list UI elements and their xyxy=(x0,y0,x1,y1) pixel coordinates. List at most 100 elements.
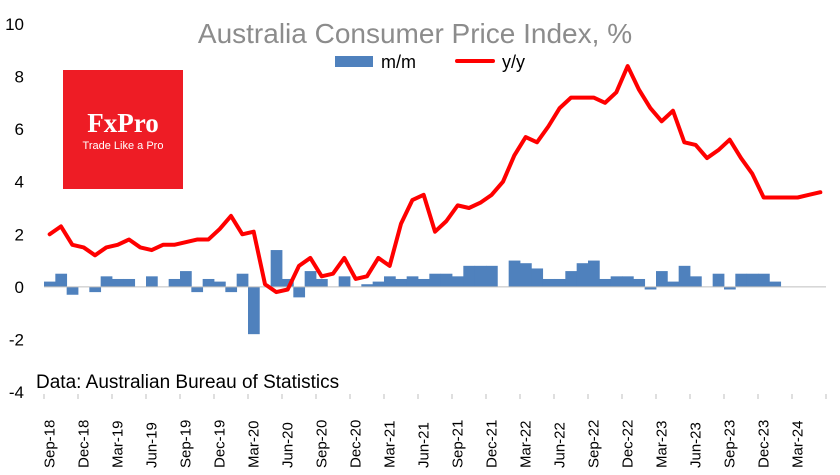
mm-bar xyxy=(656,271,668,287)
mm-bar xyxy=(588,260,600,287)
mm-bar xyxy=(667,281,680,287)
x-tick-label: Mar-22 xyxy=(518,420,535,468)
chart-title: Australia Consumer Price Index, % xyxy=(197,18,633,49)
mm-bar xyxy=(542,278,555,287)
x-tick-label: Mar-23 xyxy=(654,420,671,468)
mm-bar xyxy=(463,265,476,287)
mm-bars xyxy=(44,250,782,335)
mm-bar xyxy=(361,284,374,287)
mm-bar xyxy=(304,271,317,287)
mm-bar xyxy=(100,276,113,287)
mm-bar xyxy=(395,278,408,287)
mm-bar xyxy=(384,276,396,287)
mm-bar xyxy=(531,268,544,287)
mm-bar xyxy=(746,273,759,287)
fxpro-logo: FxPro Trade Like a Pro xyxy=(63,70,183,189)
y-tick-label: 0 xyxy=(15,278,24,297)
x-tick-label: Dec-19 xyxy=(212,420,229,468)
logo-tagline: Trade Like a Pro xyxy=(82,140,164,152)
x-tick-label: Dec-21 xyxy=(484,420,501,468)
mm-bar xyxy=(248,286,260,335)
mm-bar xyxy=(769,281,782,287)
y-tick-label: -4 xyxy=(9,383,24,402)
legend-yy-label: y/y xyxy=(502,52,526,72)
mm-bar xyxy=(89,286,102,293)
x-tick-label: Sep-21 xyxy=(450,420,467,468)
x-tick-label: Sep-18 xyxy=(42,420,59,468)
x-tick-label: Jun-20 xyxy=(280,422,297,468)
mm-bar xyxy=(508,260,521,287)
mm-bar xyxy=(474,265,487,287)
x-tick-label: Sep-23 xyxy=(722,420,739,468)
mm-bar xyxy=(236,273,249,287)
x-tick-label: Jun-22 xyxy=(552,422,569,468)
mm-bar xyxy=(599,278,612,287)
mm-bar xyxy=(168,278,181,287)
mm-bar xyxy=(735,273,748,287)
logo-name: FxPro xyxy=(87,108,159,138)
yy-line-layer xyxy=(47,64,823,295)
mm-bar xyxy=(429,273,442,287)
mm-bar xyxy=(180,271,192,287)
mm-bar xyxy=(372,281,385,287)
y-tick-label: 4 xyxy=(15,173,24,192)
y-tick-label: 8 xyxy=(15,68,24,87)
x-tick-label: Mar-19 xyxy=(110,420,127,468)
mm-bar xyxy=(338,276,351,287)
mm-bar xyxy=(724,286,736,290)
mm-bar xyxy=(44,281,56,287)
mm-bar xyxy=(440,273,453,287)
mm-bar xyxy=(610,276,623,287)
mm-bar xyxy=(191,286,204,293)
mm-bar xyxy=(112,278,124,287)
x-tick-label: Dec-18 xyxy=(76,420,93,468)
mm-bar xyxy=(225,286,238,293)
legend-yy-swatch xyxy=(455,59,495,63)
x-tick-label: Jun-19 xyxy=(144,422,161,468)
y-tick-label: 2 xyxy=(15,225,24,244)
mm-bar xyxy=(214,281,226,287)
mm-bar xyxy=(758,273,770,287)
legend-mm-swatch xyxy=(335,56,373,67)
mm-bar xyxy=(486,265,498,287)
mm-bar xyxy=(520,263,532,287)
mm-bar xyxy=(644,286,657,290)
mm-bar xyxy=(406,276,419,287)
x-tick-label: Jun-21 xyxy=(416,422,433,468)
x-tick-label: Dec-23 xyxy=(756,420,773,468)
x-tick-label: Mar-21 xyxy=(382,420,399,468)
mm-bar xyxy=(293,286,306,298)
mm-bar xyxy=(576,263,589,287)
y-tick-label: 10 xyxy=(5,15,24,34)
legend-mm-label: m/m xyxy=(381,52,416,72)
source-note: Data: Australian Bureau of Statistics xyxy=(36,372,340,393)
x-tick-label: Mar-20 xyxy=(246,420,263,468)
x-tick-label: Sep-20 xyxy=(314,420,331,468)
mm-bar xyxy=(202,278,215,287)
x-tick-label: Dec-22 xyxy=(620,420,637,468)
mm-bar xyxy=(554,278,566,287)
mm-bar xyxy=(270,250,283,287)
mm-bar xyxy=(123,278,136,287)
x-tick-label: Dec-20 xyxy=(348,420,365,468)
mm-bar xyxy=(678,265,691,287)
y-tick-label: 6 xyxy=(15,120,24,139)
x-tick-label: Sep-19 xyxy=(178,420,195,468)
mm-bar xyxy=(418,278,430,287)
x-tick-label: Sep-22 xyxy=(586,420,603,468)
mm-bar xyxy=(452,276,464,287)
mm-bar xyxy=(633,278,646,287)
mm-bar xyxy=(622,276,634,287)
mm-bar xyxy=(316,278,328,287)
mm-bar xyxy=(66,286,79,295)
x-tick-label: Jun-23 xyxy=(688,422,705,468)
mm-bar xyxy=(565,271,578,287)
mm-bar xyxy=(712,273,725,287)
mm-bar xyxy=(690,276,702,287)
mm-bar xyxy=(55,273,68,287)
mm-bar xyxy=(282,278,294,287)
y-tick-label: -2 xyxy=(9,330,24,349)
mm-bar xyxy=(146,276,158,287)
yy-line xyxy=(47,64,823,295)
